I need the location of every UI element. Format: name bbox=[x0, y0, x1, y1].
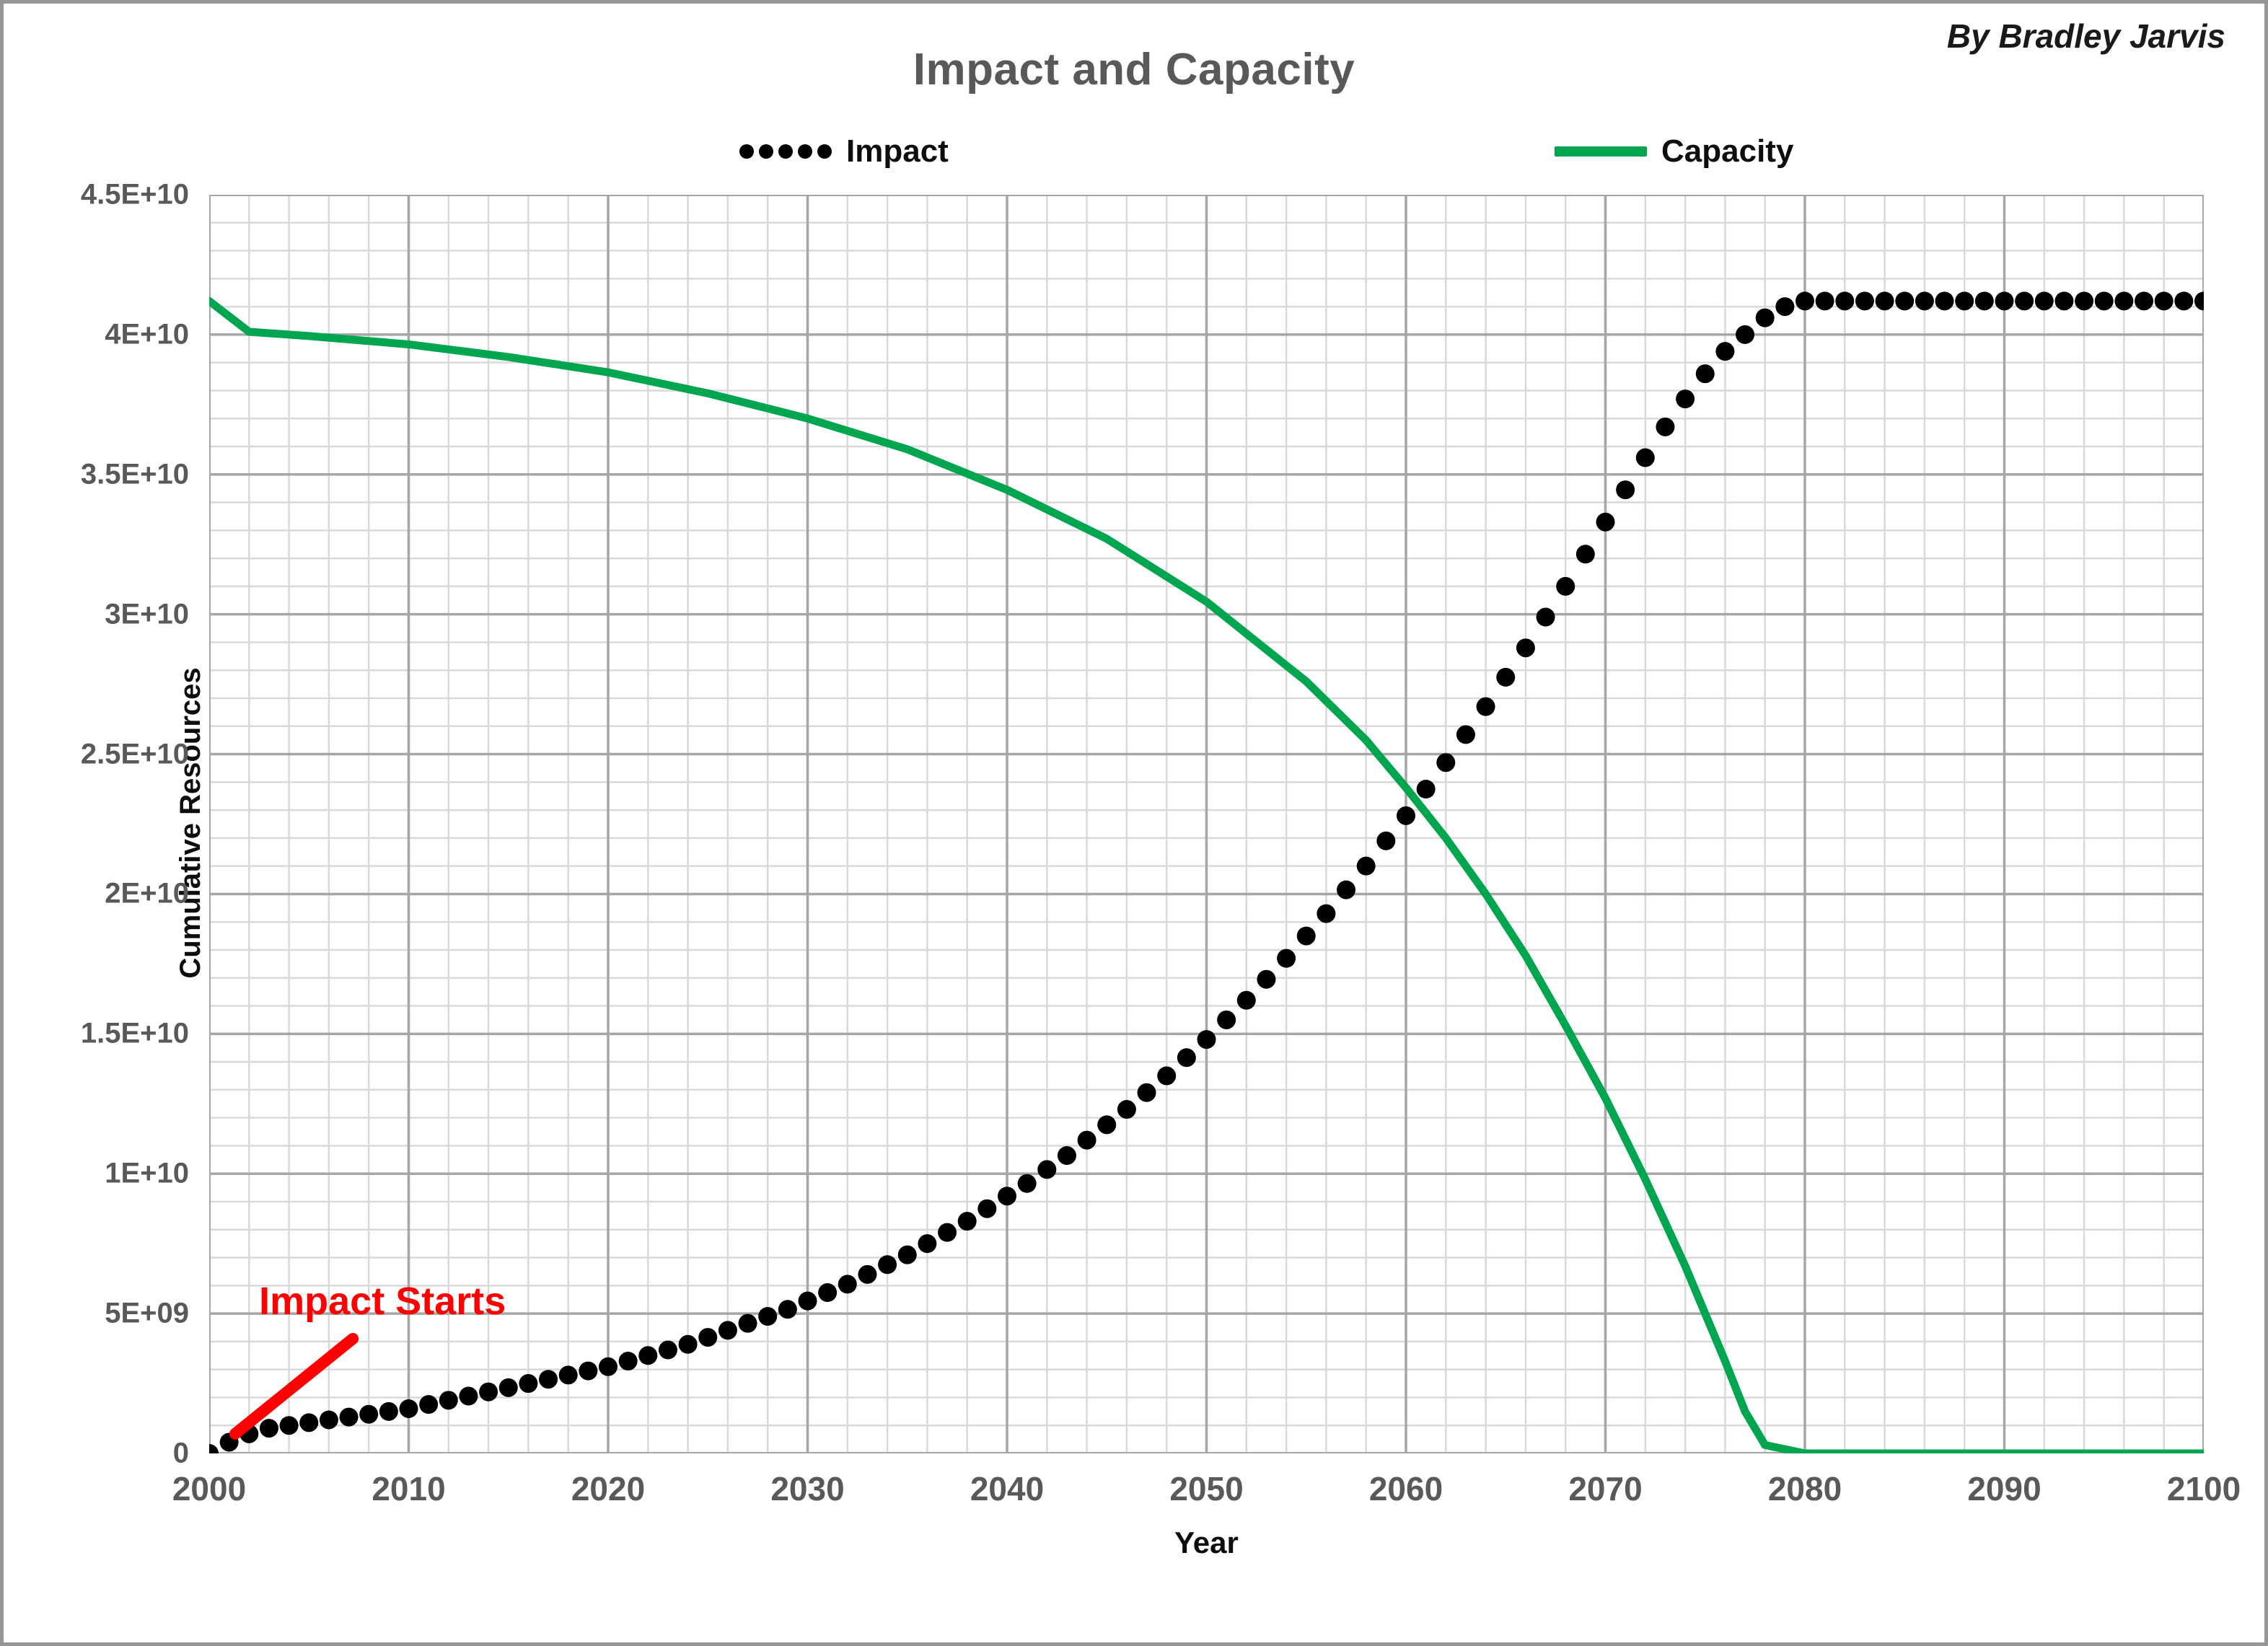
impact-dotted-series bbox=[209, 291, 2204, 1453]
y-axis-tick-label: 3.5E+10 bbox=[80, 458, 189, 490]
x-axis-tick-label: 2020 bbox=[571, 1470, 646, 1508]
attribution-text: By Bradley Jarvis bbox=[1946, 17, 2225, 55]
legend-label-capacity: Capacity bbox=[1661, 133, 1794, 169]
legend-item-impact[interactable]: Impact bbox=[739, 128, 949, 175]
major-gridlines bbox=[209, 195, 2204, 1453]
chart-title: Impact and Capacity bbox=[913, 45, 1355, 94]
plot-svg bbox=[209, 195, 2204, 1453]
y-axis-tick-label: 3E+10 bbox=[105, 598, 189, 630]
y-axis-tick-label: 1.5E+10 bbox=[80, 1017, 189, 1049]
x-axis-tick-label: 2000 bbox=[172, 1470, 247, 1508]
legend-label-impact: Impact bbox=[846, 133, 949, 169]
solid-line-swatch-icon bbox=[1555, 146, 1647, 157]
y-axis-tick-label: 2.5E+10 bbox=[80, 738, 189, 770]
x-axis-tick-label: 2050 bbox=[1169, 1470, 1244, 1508]
x-axis-tick-label: 2030 bbox=[770, 1470, 845, 1508]
y-axis-tick-label: 0 bbox=[172, 1437, 189, 1469]
x-axis-tick-label: 2080 bbox=[1767, 1470, 1842, 1508]
legend-item-capacity[interactable]: Capacity bbox=[1555, 128, 1793, 175]
y-axis-tick-label: 2E+10 bbox=[105, 877, 189, 910]
chart-legend: Impact Capacity bbox=[4, 128, 2264, 175]
plot-border bbox=[209, 195, 2204, 1453]
y-axis-tick-label: 4.5E+10 bbox=[80, 178, 189, 211]
impact-starts-annotation-label: Impact Starts bbox=[259, 1280, 506, 1324]
x-axis-tick-label: 2070 bbox=[1568, 1470, 1643, 1508]
capacity-line-series bbox=[209, 296, 2204, 1453]
y-axis-tick-label: 4E+10 bbox=[105, 318, 189, 351]
x-axis-tick-label: 2010 bbox=[372, 1470, 446, 1508]
x-axis-tick-label: 2100 bbox=[2166, 1470, 2241, 1508]
y-axis-tick-label: 1E+10 bbox=[105, 1157, 189, 1189]
x-axis-tick-label: 2060 bbox=[1368, 1470, 1443, 1508]
dotted-line-swatch-icon bbox=[739, 144, 832, 159]
impact-starts-arrow bbox=[229, 1333, 359, 1440]
x-axis-title: Year bbox=[1174, 1526, 1239, 1559]
y-axis-tick-label: 5E+09 bbox=[105, 1297, 189, 1329]
x-axis-tick-label: 2040 bbox=[970, 1470, 1045, 1508]
plot-area: Impact Starts bbox=[209, 195, 2204, 1453]
y-axis-title: Cumulative Resources bbox=[175, 667, 207, 979]
x-axis-tick-label: 2090 bbox=[1967, 1470, 2041, 1508]
